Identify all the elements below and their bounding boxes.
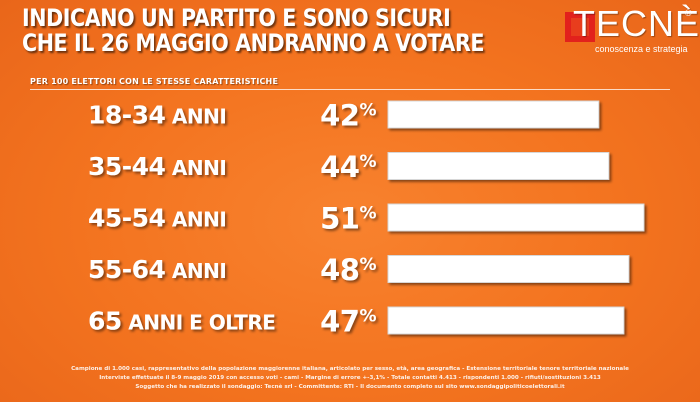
value-label-percent: % (359, 307, 376, 327)
bar (387, 152, 610, 180)
value-label-number: 47 (320, 305, 359, 339)
value-label-percent: % (359, 101, 376, 121)
chart-title: INDICANO UN PARTITO E SONO SICURI CHE IL… (22, 4, 485, 57)
category-label-number: 18-34 (88, 101, 166, 130)
bar (387, 255, 630, 283)
logo-brand: TECNÈ (573, 3, 700, 44)
footnote-line-2: Interviste effettuate il 8-9 maggio 2019… (99, 375, 601, 381)
value-label: 48% (320, 253, 376, 287)
value-label-percent: % (359, 255, 376, 275)
category-label-word: ANNI (165, 156, 226, 180)
value-label-number: 42 (320, 99, 359, 133)
category-label-word: ANNI (165, 105, 226, 129)
category-label-word: ANNI (165, 259, 226, 283)
value-label: 51% (320, 202, 376, 236)
category-label: 35-44 ANNI (88, 152, 226, 181)
bar (387, 100, 600, 129)
logo-tagline: conoscenza e strategia (595, 44, 688, 54)
category-label-number: 45-54 (88, 204, 166, 233)
chart-subtitle: PER 100 ELETTORI CON LE STESSE CARATTERI… (30, 77, 279, 86)
category-label-number: 65 (88, 307, 122, 336)
category-label-word: ANNI (165, 208, 226, 232)
chart-title-line-1: INDICANO UN PARTITO E SONO SICURI (22, 4, 451, 32)
chart-title-line-2: CHE IL 26 MAGGIO ANDRANNO A VOTARE (22, 29, 485, 57)
methodology-footnote: Campione di 1.000 casi, rappresentativo … (0, 365, 700, 392)
category-label-number: 35-44 (88, 152, 166, 181)
logo-registered-mark: ® (685, 8, 692, 18)
footnote-line-3: Soggetto che ha realizzato il sondaggio:… (135, 384, 565, 390)
subtitle-divider (30, 89, 670, 90)
category-label: 55-64 ANNI (88, 255, 226, 284)
category-label: 45-54 ANNI (88, 204, 226, 233)
value-label-percent: % (359, 204, 376, 224)
value-label-percent: % (359, 152, 376, 172)
value-label-number: 48 (320, 253, 359, 287)
category-label-number: 55-64 (88, 255, 166, 284)
value-label: 44% (320, 150, 376, 184)
logo-red-square-icon (565, 12, 595, 42)
category-label: 18-34 ANNI (88, 101, 226, 130)
chart-rows: 18-34 ANNI 42%35-44 ANNI 44%45-54 ANNI 51%5… (88, 99, 645, 339)
tecne-logo: TECNÈ ® conoscenza e strategia (565, 4, 699, 58)
value-label: 47% (320, 305, 376, 339)
value-label-number: 51 (320, 202, 359, 236)
category-label: 65 ANNI E OLTRE (88, 307, 275, 336)
value-label-number: 44 (320, 150, 359, 184)
bar (387, 306, 625, 335)
bar (387, 203, 645, 232)
value-label: 42% (320, 99, 376, 133)
category-label-word: ANNI E OLTRE (122, 311, 276, 335)
footnote-line-1: Campione di 1.000 casi, rappresentativo … (71, 366, 629, 372)
